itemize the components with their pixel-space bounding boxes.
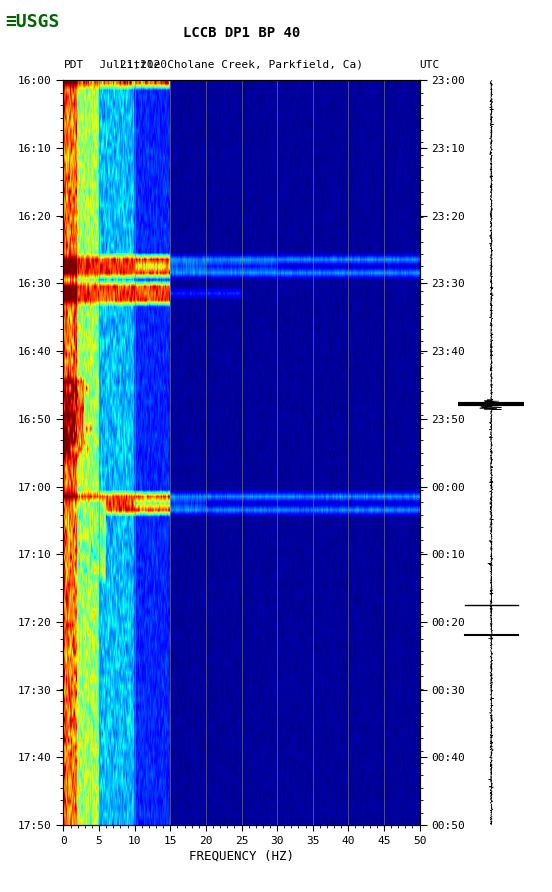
X-axis label: FREQUENCY (HZ): FREQUENCY (HZ) <box>189 850 294 863</box>
Text: UTC: UTC <box>420 60 440 70</box>
Text: Little Cholane Creek, Parkfield, Ca): Little Cholane Creek, Parkfield, Ca) <box>120 60 363 70</box>
Text: Jul21,2020: Jul21,2020 <box>86 60 167 70</box>
Text: LCCB DP1 BP 40: LCCB DP1 BP 40 <box>183 26 300 40</box>
Text: ≡USGS: ≡USGS <box>6 13 60 31</box>
Text: PDT: PDT <box>63 60 84 70</box>
